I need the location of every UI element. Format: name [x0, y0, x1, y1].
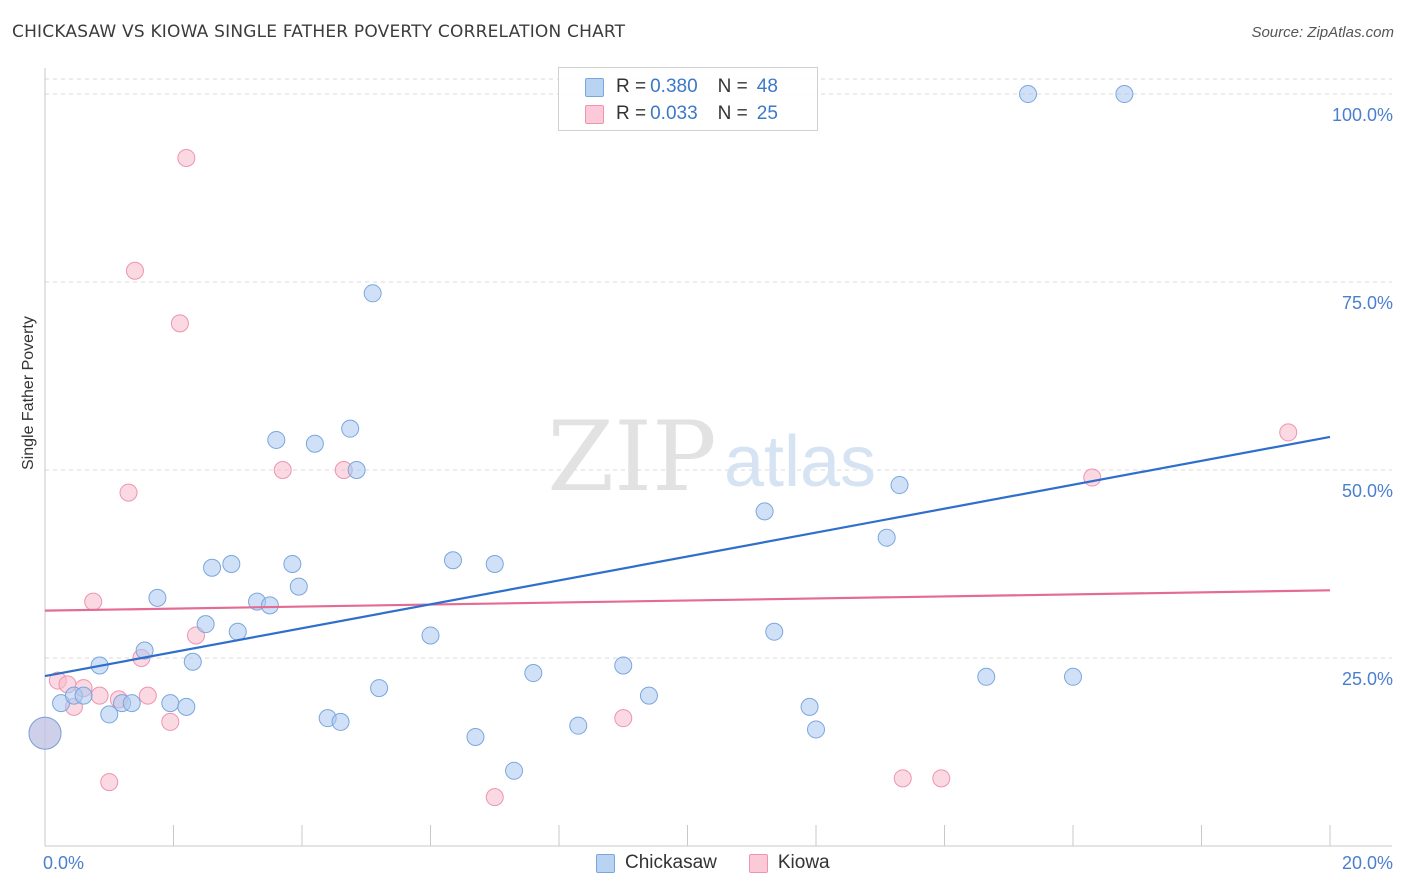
chickasaw-point — [800, 697, 819, 716]
chickasaw-point — [161, 694, 180, 713]
chickasaw-point — [466, 727, 485, 746]
legend-row-chickasaw: R = 0.380 N = 48 — [585, 74, 778, 100]
y-axis-label: Single Father Poverty — [20, 316, 37, 470]
chickasaw-point — [222, 555, 241, 574]
watermark: ZIP atlas — [547, 401, 876, 513]
chickasaw-point — [341, 419, 360, 438]
kiowa-point — [485, 788, 504, 807]
chickasaw-point — [524, 664, 543, 683]
r-label: R = — [616, 76, 647, 97]
chickasaw-point — [228, 622, 247, 641]
chickasaw-point — [1115, 85, 1134, 104]
chickasaw-point — [421, 626, 440, 645]
kiowa-point — [932, 769, 951, 788]
y-tick-label: 100.0% — [1332, 105, 1393, 125]
n-value: 25 — [756, 103, 778, 124]
chickasaw-point — [755, 502, 774, 521]
bottom-legend-chickasaw: Chickasaw — [596, 852, 717, 874]
watermark-zip: ZIP — [547, 401, 716, 513]
x-tick-label: 20.0% — [1342, 853, 1393, 873]
kiowa-swatch — [585, 104, 604, 124]
chickasaw-point — [443, 551, 462, 570]
chickasaw-point — [569, 716, 588, 735]
r-label: R = — [616, 103, 647, 124]
kiowa-point — [90, 686, 109, 705]
chickasaw-point — [260, 596, 279, 615]
chickasaw-point — [807, 720, 825, 739]
chickasaw-point — [977, 667, 996, 686]
chickasaw-point — [28, 716, 62, 750]
chickasaw-point — [370, 679, 389, 698]
y-tick-label: 25.0% — [1342, 669, 1393, 689]
tick-labels: 25.0% 50.0% 75.0% 100.0% 0.0% 20.0% — [43, 105, 1393, 873]
kiowa-swatch — [748, 853, 768, 873]
chickasaw-point — [505, 761, 524, 780]
bottom-legend-kiowa: Kiowa — [748, 852, 830, 874]
chickasaw-point — [614, 656, 633, 675]
chickasaw-trend-line — [44, 435, 1331, 678]
chickasaw-point — [148, 588, 167, 607]
chickasaw-point — [196, 615, 215, 634]
chickasaw-point — [177, 697, 196, 716]
gridlines — [45, 78, 1392, 659]
chickasaw-point — [122, 694, 141, 713]
chickasaw-point — [289, 577, 308, 596]
kiowa-point — [614, 709, 633, 728]
kiowa-point — [1279, 423, 1298, 442]
chickasaw-point — [283, 555, 302, 574]
r-value: 0.380 — [650, 76, 698, 97]
source-label: Source: ZipAtlas.com — [1251, 24, 1394, 41]
kiowa-point — [1083, 468, 1102, 487]
chickasaw-point — [74, 686, 93, 705]
legend: R = 0.380 N = 48 R = 0.033 N = 25 — [558, 67, 818, 131]
chickasaw-point — [347, 461, 366, 480]
chickasaw-points — [28, 85, 1134, 780]
x-tick-label: 0.0% — [43, 853, 84, 873]
kiowa-point — [125, 261, 144, 280]
chickasaw-point — [363, 284, 382, 303]
n-value: 48 — [756, 76, 778, 97]
kiowa-point — [273, 461, 292, 480]
kiowa-point — [119, 483, 138, 502]
chickasaw-point — [203, 558, 222, 577]
kiowa-point — [138, 686, 157, 705]
n-label: N = — [717, 103, 748, 124]
chickasaw-point — [765, 622, 784, 641]
y-tick-label: 50.0% — [1342, 481, 1393, 501]
kiowa-label: Kiowa — [777, 852, 830, 873]
kiowa-point — [84, 592, 103, 611]
legend-row-kiowa: R = 0.033 N = 25 — [585, 101, 778, 127]
chickasaw-point — [890, 476, 909, 495]
trend-lines — [44, 435, 1331, 678]
kiowa-point — [177, 148, 196, 167]
y-tick-label: 75.0% — [1342, 293, 1393, 313]
chickasaw-point — [267, 430, 286, 449]
n-label: N = — [717, 76, 748, 97]
chart-title: CHICKASAW VS KIOWA SINGLE FATHER POVERTY… — [12, 22, 626, 42]
chickasaw-point — [639, 686, 658, 705]
chickasaw-label: Chickasaw — [625, 852, 717, 873]
chickasaw-point — [1019, 85, 1038, 104]
axes — [44, 68, 1392, 847]
chickasaw-point — [135, 641, 154, 660]
chickasaw-point — [331, 712, 350, 731]
chickasaw-point — [485, 555, 504, 574]
chickasaw-point — [305, 434, 324, 453]
chickasaw-point — [877, 528, 896, 547]
chickasaw-swatch — [596, 853, 615, 873]
kiowa-point — [170, 314, 189, 333]
kiowa-point — [100, 773, 119, 792]
chickasaw-point — [1064, 667, 1082, 686]
r-value: 0.033 — [650, 103, 698, 124]
kiowa-point — [893, 769, 912, 788]
kiowa-point — [161, 712, 180, 731]
watermark-atlas: atlas — [724, 422, 876, 502]
chickasaw-swatch — [585, 77, 604, 97]
chickasaw-point — [183, 652, 202, 671]
chickasaw-point — [100, 705, 119, 724]
bottom-legend: Chickasaw Kiowa — [596, 852, 862, 874]
kiowa-trend-line — [44, 589, 1331, 612]
